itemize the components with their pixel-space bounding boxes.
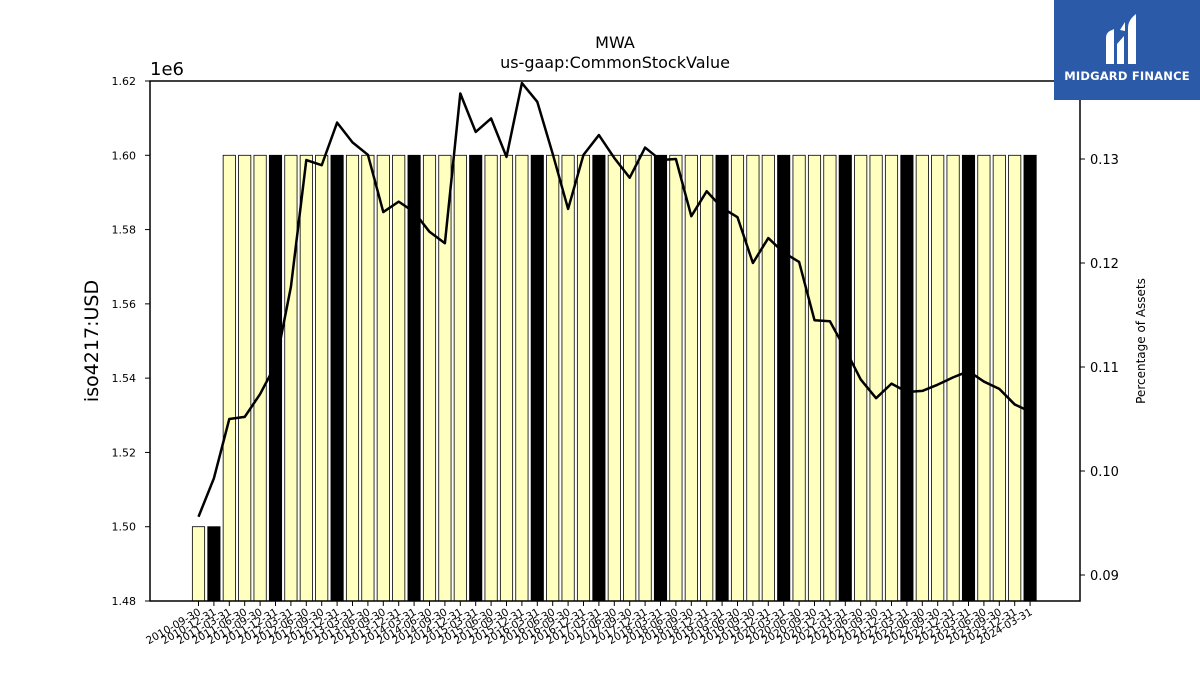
- y-tick-label: 1.52: [112, 446, 137, 459]
- bar: [407, 154, 421, 602]
- bar: [453, 154, 467, 602]
- bar: [746, 154, 760, 602]
- bar: [607, 154, 621, 602]
- y-tick-label: 1.58: [112, 224, 137, 237]
- y-tick-label: 1.60: [112, 149, 137, 162]
- y-offset-label: 1e6: [150, 59, 184, 80]
- bar: [592, 154, 606, 602]
- line-group: [197, 81, 1031, 518]
- bar: [823, 154, 837, 602]
- bar: [484, 154, 498, 602]
- bar: [315, 154, 329, 602]
- brand-name: MIDGARD FINANCE: [1064, 69, 1190, 83]
- bar: [330, 154, 344, 602]
- bar: [268, 154, 283, 602]
- bar: [777, 154, 791, 602]
- bar: [638, 154, 652, 602]
- bar: [392, 154, 406, 602]
- y-axis-label: iso4217:USD: [81, 280, 103, 402]
- y-axis: 1.48 1.50 1.52 1.54 1.56 1.58 1.60 1.62: [112, 75, 150, 608]
- bar: [961, 154, 976, 602]
- bar: [515, 154, 529, 602]
- chart-title: MWA: [595, 33, 635, 52]
- bar: [669, 154, 683, 602]
- bar: [1008, 154, 1022, 602]
- bar: [900, 154, 914, 602]
- bar: [530, 154, 544, 602]
- bar: [931, 154, 945, 602]
- bar: [284, 154, 298, 602]
- bar: [191, 526, 206, 602]
- bar: [469, 154, 483, 602]
- bar: [792, 154, 806, 602]
- bar: [207, 526, 221, 602]
- bar: [499, 154, 514, 602]
- brand-logo: MIDGARD FINANCE: [1054, 0, 1200, 100]
- bar: [915, 154, 929, 602]
- chart-subtitle: us-gaap:CommonStockValue: [500, 53, 730, 72]
- y2-tick-label: 0.09: [1090, 569, 1119, 584]
- bar: [761, 154, 775, 602]
- y-tick-label: 1.48: [112, 595, 137, 608]
- y2-tick-label: 0.13: [1090, 153, 1119, 168]
- bar: [715, 154, 729, 602]
- y-tick-label: 1.54: [112, 372, 137, 385]
- bars-group: [191, 154, 1037, 602]
- bar: [869, 154, 883, 602]
- bar: [1023, 154, 1037, 602]
- y2-axis: 0.09 0.10 0.11 0.12 0.13: [1080, 153, 1119, 584]
- bar: [576, 154, 591, 602]
- midgard-logo-icon: [1106, 14, 1136, 64]
- y-tick-label: 1.56: [112, 298, 137, 311]
- bar: [653, 154, 668, 602]
- y2-axis-label: Percentage of Assets: [1134, 278, 1148, 404]
- y2-tick-label: 0.11: [1090, 361, 1119, 376]
- bar: [684, 154, 698, 602]
- bar: [838, 154, 852, 602]
- bar: [730, 154, 745, 602]
- bar: [884, 154, 899, 602]
- bar: [299, 154, 313, 602]
- bar: [807, 154, 822, 602]
- bar: [222, 154, 236, 602]
- bar: [700, 154, 714, 602]
- bar: [438, 154, 452, 602]
- bar: [361, 154, 375, 602]
- bar: [546, 154, 560, 602]
- y-tick-label: 1.50: [112, 521, 137, 534]
- y-tick-label: 1.62: [112, 75, 137, 88]
- x-axis: 2010-09-302010-12-312011-03-312011-06-30…: [144, 601, 1035, 647]
- bar: [561, 154, 575, 602]
- bar: [238, 154, 252, 602]
- bar: [992, 154, 1006, 602]
- y2-tick-label: 0.12: [1090, 257, 1119, 272]
- bar: [345, 154, 360, 602]
- bar: [623, 154, 637, 602]
- bar: [422, 154, 437, 602]
- bar: [253, 154, 267, 602]
- pct-assets-line: [197, 81, 1031, 518]
- plot-frame: [149, 80, 1081, 602]
- bar: [376, 154, 390, 602]
- y2-tick-label: 0.10: [1090, 465, 1119, 480]
